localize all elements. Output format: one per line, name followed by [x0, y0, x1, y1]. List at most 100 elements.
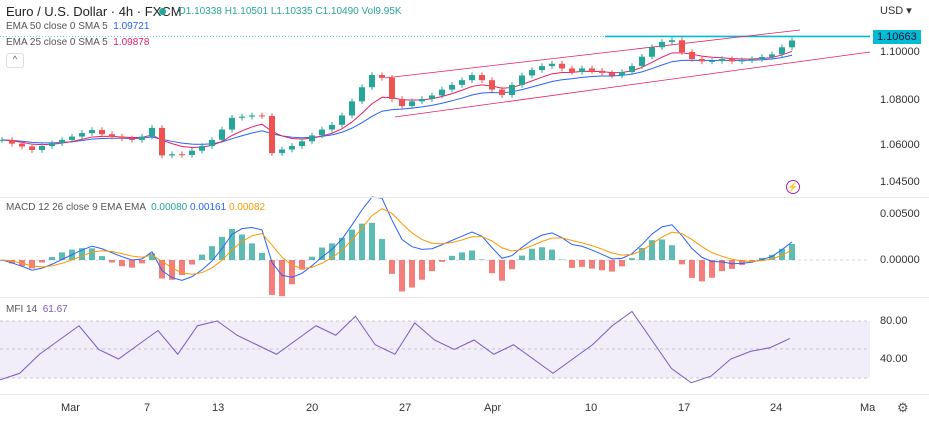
macd-histogram-bar: [299, 260, 305, 270]
macd-histogram-bar: [729, 260, 735, 269]
candle-body: [319, 129, 325, 136]
candle-body: [39, 146, 45, 150]
candle-body: [689, 52, 695, 60]
lightning-event-icon[interactable]: ⚡: [786, 180, 800, 194]
macd-histogram-bar: [139, 260, 145, 264]
candle-body: [709, 60, 715, 62]
candle-body: [299, 141, 305, 146]
macd-histogram-bar: [239, 234, 245, 260]
macd-signal-line: [1, 208, 793, 275]
candle-body: [769, 54, 775, 57]
candle-body: [509, 84, 515, 96]
candle-body: [99, 130, 105, 135]
macd-legend[interactable]: MACD 12 26 close 9 EMA EMA 0.00080 0.001…: [6, 202, 265, 213]
collapse-legend-button[interactable]: ^: [6, 53, 24, 68]
macd-histogram-bar: [549, 249, 555, 260]
channel-lower-line: [394, 51, 871, 118]
currency-selector[interactable]: USD ▾: [880, 5, 912, 17]
ema50-line: [1, 54, 793, 145]
time-tick: Mar: [61, 402, 80, 414]
mfi-band: [0, 321, 870, 378]
mfi-tick: 80.00: [880, 315, 908, 327]
candle-body: [639, 56, 645, 67]
macd-label: MACD 12 26 close 9 EMA EMA: [6, 202, 146, 213]
macd-histogram-bar: [599, 260, 605, 271]
macd-histogram-bar: [739, 260, 745, 265]
candle-body: [109, 134, 115, 137]
macd-histogram-bar: [689, 260, 695, 278]
ema25-legend[interactable]: EMA 25 close 0 SMA 5 1.09878: [6, 37, 149, 48]
candle-body: [549, 63, 555, 67]
macd-histogram-bar: [409, 260, 415, 288]
macd-histogram-bar: [169, 260, 175, 280]
macd-hist-value: 0.00080: [151, 202, 188, 213]
macd-histogram-bar: [429, 260, 435, 272]
candle-body: [29, 146, 35, 150]
macd-histogram-bar: [119, 260, 125, 267]
macd-histogram-bar: [389, 260, 395, 274]
candle-body: [659, 41, 665, 48]
macd-histogram-bar: [709, 260, 715, 278]
candle-body: [589, 68, 595, 71]
candle-body: [679, 40, 685, 52]
time-tick: 7: [144, 402, 151, 414]
macd-histogram-bar: [149, 253, 155, 260]
time-tick: 20: [306, 402, 319, 414]
macd-histogram-bar: [49, 256, 55, 260]
candle-body: [749, 59, 755, 61]
macd-histogram-bar: [269, 260, 275, 295]
macd-histogram-bar: [789, 243, 795, 260]
macd-histogram-bar: [309, 256, 315, 260]
macd-histogram-bar: [349, 229, 355, 260]
macd-signal-value: 0.00082: [228, 202, 266, 213]
candle-body: [669, 40, 675, 42]
candle-body: [169, 154, 175, 156]
settings-gear-icon[interactable]: ⚙: [897, 400, 909, 415]
candle-body: [409, 101, 415, 107]
candle-body: [499, 89, 505, 96]
candle-body: [789, 40, 795, 48]
macd-histogram-bar: [209, 246, 215, 260]
candle-body: [69, 136, 75, 140]
ema50-legend[interactable]: EMA 50 close 0 SMA 5 1.09721: [6, 21, 149, 32]
macd-histogram-bar: [289, 260, 295, 285]
macd-tick: 0.00000: [880, 254, 920, 266]
candle-body: [159, 127, 165, 156]
candle-body: [259, 115, 265, 117]
mfi-legend[interactable]: MFI 14 61.67: [6, 304, 68, 315]
candle-body: [89, 130, 95, 134]
candle-body: [49, 143, 55, 146]
macd-histogram-bar: [759, 257, 765, 260]
macd-histogram-bar: [399, 260, 405, 292]
macd-line: [1, 196, 793, 281]
candle-body: [489, 80, 495, 90]
ohlc-values: O1.10338 H1.10501 L1.10335 C1.10490 Vol9…: [178, 6, 402, 17]
volume-value: Vol9.95K: [361, 6, 402, 17]
candle-body: [339, 115, 345, 125]
candle-body: [149, 127, 155, 137]
mfi-tick: 40.00: [880, 353, 908, 365]
price-tick: 1.08000: [880, 94, 920, 106]
macd-tick: 0.00500: [880, 208, 920, 220]
macd-histogram-bar: [499, 260, 505, 281]
candle-body: [119, 136, 125, 139]
macd-histogram-bar: [719, 260, 725, 272]
candle-body: [189, 150, 195, 155]
macd-histogram-bar: [679, 260, 685, 265]
candle-body: [609, 72, 615, 76]
macd-histogram-bar: [419, 260, 425, 280]
macd-histogram-bar: [449, 255, 455, 260]
price-tick: 1.10000: [880, 46, 920, 58]
macd-histogram-bar: [529, 248, 535, 260]
macd-histogram-bar: [509, 260, 515, 270]
candle-body: [559, 63, 565, 69]
candle-body: [429, 95, 435, 99]
macd-histogram-bar: [189, 260, 195, 265]
time-tick: 10: [585, 402, 598, 414]
candle-body: [619, 71, 625, 76]
macd-histogram-bar: [579, 260, 585, 267]
macd-histogram-bar: [129, 260, 135, 268]
time-tick: Apr: [484, 402, 502, 414]
macd-histogram-bar: [369, 222, 375, 260]
